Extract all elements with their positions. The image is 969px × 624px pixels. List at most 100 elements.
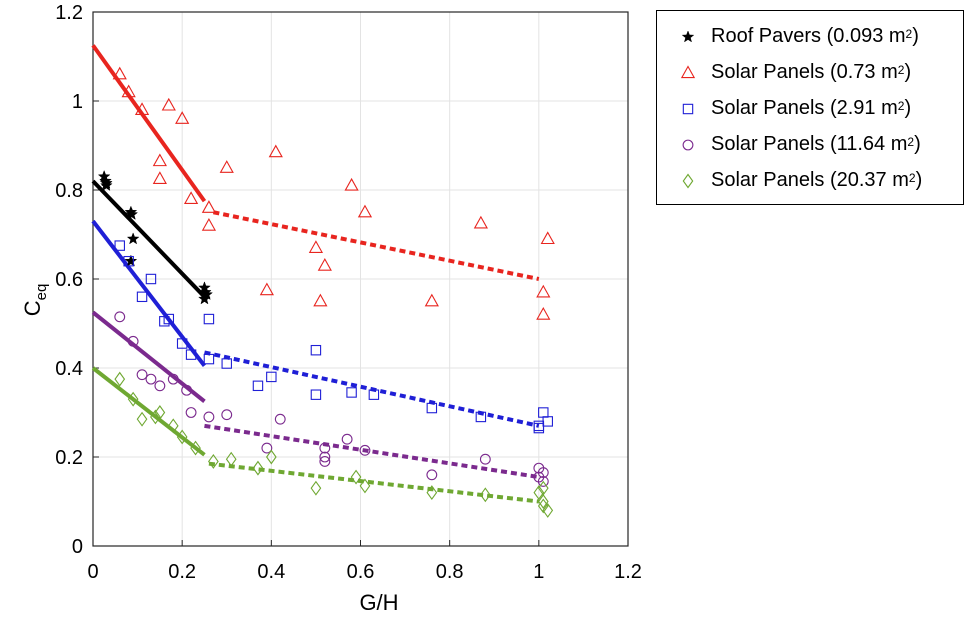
legend-marker-square bbox=[682, 103, 694, 115]
data-point-square bbox=[533, 422, 545, 434]
legend-marker-star bbox=[681, 30, 695, 43]
legend-label: Solar Panels (2.91 m2) bbox=[711, 97, 911, 119]
data-point-triangle bbox=[344, 177, 359, 191]
data-point-circle bbox=[203, 411, 215, 423]
data-point-diamond bbox=[426, 485, 438, 501]
x-axis-label: G/H bbox=[359, 590, 398, 615]
data-point-triangle bbox=[540, 231, 555, 245]
data-point-square bbox=[426, 402, 438, 414]
x-tick-label: 0.4 bbox=[257, 561, 285, 583]
legend-label-text: Roof Pavers (0.093 m bbox=[711, 25, 906, 47]
y-tick-label: 0.2 bbox=[55, 447, 83, 469]
legend-label: Roof Pavers (0.093 m2) bbox=[711, 25, 919, 47]
y-tick-label: 1.2 bbox=[55, 2, 83, 24]
legend-label-text: Solar Panels (0.73 m bbox=[711, 61, 898, 83]
fit-line-dashed-circle bbox=[204, 423, 540, 480]
data-point-diamond bbox=[136, 411, 148, 427]
data-point-triangle bbox=[259, 282, 274, 296]
legend-label-close: ) bbox=[904, 97, 912, 119]
legend-marker-circle bbox=[682, 139, 694, 151]
fit-line-solid-star bbox=[91, 179, 206, 299]
data-point-circle bbox=[261, 442, 273, 454]
data-point-diamond bbox=[537, 494, 549, 509]
data-point-diamond bbox=[208, 454, 219, 469]
data-point-star bbox=[124, 254, 138, 267]
data-point-square bbox=[114, 240, 125, 251]
legend-symbol-circle bbox=[682, 139, 694, 151]
data-point-diamond bbox=[225, 451, 237, 467]
fit-line-dashed-diamond bbox=[208, 461, 540, 504]
data-point-circle bbox=[341, 433, 353, 445]
legend-item: Solar Panels (11.64 m2) bbox=[657, 129, 963, 159]
grid-lines bbox=[93, 12, 628, 546]
y-axis-label-subscript: eq bbox=[33, 284, 50, 301]
data-point-triangle bbox=[134, 102, 150, 115]
fit-line-solid-circle bbox=[91, 310, 206, 403]
data-point-triangle bbox=[201, 217, 217, 231]
data-point-diamond bbox=[154, 405, 166, 420]
data-point-star bbox=[125, 207, 139, 220]
data-point-diamond bbox=[150, 409, 161, 425]
y-tick-label: 1 bbox=[72, 91, 83, 113]
legend-label-close: ) bbox=[915, 169, 923, 191]
y-axis-label: Ceq bbox=[20, 284, 50, 317]
data-point-diamond bbox=[190, 440, 201, 456]
data-point-triangle bbox=[268, 144, 283, 158]
data-point-diamond bbox=[542, 502, 554, 518]
data-point-square bbox=[542, 416, 553, 427]
data-point-triangle bbox=[536, 284, 551, 298]
data-point-square bbox=[346, 387, 357, 398]
data-point-triangle bbox=[183, 191, 199, 204]
data-point-square bbox=[310, 344, 322, 356]
data-point-diamond bbox=[537, 498, 549, 514]
data-point-triangle bbox=[219, 160, 234, 173]
legend-marker-diamond bbox=[682, 173, 694, 189]
data-point-diamond bbox=[265, 449, 277, 465]
legend-label-superscript: 2 bbox=[907, 135, 915, 149]
legend-label-text: Solar Panels (11.64 m bbox=[711, 133, 908, 155]
data-point-diamond bbox=[350, 469, 362, 485]
data-point-diamond bbox=[167, 418, 179, 434]
data-point-square bbox=[123, 255, 134, 267]
axes bbox=[92, 11, 629, 547]
data-point-square bbox=[221, 358, 232, 369]
data-point-square bbox=[163, 313, 175, 325]
data-point-triangle bbox=[161, 97, 176, 111]
legend-item: Roof Pavers (0.093 m2) bbox=[657, 21, 963, 51]
legend-label-superscript: 2 bbox=[897, 99, 905, 113]
data-point-circle bbox=[426, 469, 438, 481]
legend-item: Solar Panels (0.73 m2) bbox=[657, 57, 963, 87]
x-tick-label: 1.2 bbox=[614, 561, 642, 583]
data-point-circle bbox=[181, 384, 193, 396]
x-tick-label: 0.2 bbox=[168, 561, 196, 583]
data-point-square bbox=[136, 291, 148, 303]
legend-label-superscript: 2 bbox=[897, 63, 905, 77]
data-point-circle bbox=[319, 456, 331, 467]
fit-line-dashed-triangle bbox=[212, 210, 540, 281]
legend-label-close: ) bbox=[904, 61, 912, 83]
data-point-triangle bbox=[424, 293, 439, 307]
legend-label: Solar Panels (20.37 m2) bbox=[711, 169, 922, 191]
data-point-circle bbox=[127, 335, 139, 347]
data-point-square bbox=[538, 407, 549, 418]
legend-label: Solar Panels (11.64 m2) bbox=[711, 133, 921, 155]
legend-symbol-star bbox=[681, 30, 695, 43]
data-point-circle bbox=[114, 311, 126, 323]
data-point-square bbox=[310, 389, 322, 400]
fit-line-dashed-square bbox=[204, 350, 540, 428]
y-tick-label: 0 bbox=[72, 536, 83, 558]
data-point-triangle bbox=[201, 200, 217, 213]
legend-marker-triangle bbox=[680, 65, 696, 79]
data-point-triangle bbox=[357, 204, 373, 218]
data-point-triangle bbox=[175, 111, 190, 124]
data-point-square bbox=[203, 353, 215, 365]
data-point-triangle bbox=[313, 293, 328, 307]
data-point-square bbox=[203, 313, 215, 325]
legend-item: Solar Panels (20.37 m2) bbox=[657, 165, 963, 195]
data-point-circle bbox=[537, 476, 549, 487]
x-tick-label: 0.6 bbox=[347, 561, 375, 583]
data-point-triangle bbox=[317, 258, 332, 271]
data-point-circle bbox=[136, 369, 148, 381]
data-point-square bbox=[252, 380, 264, 392]
